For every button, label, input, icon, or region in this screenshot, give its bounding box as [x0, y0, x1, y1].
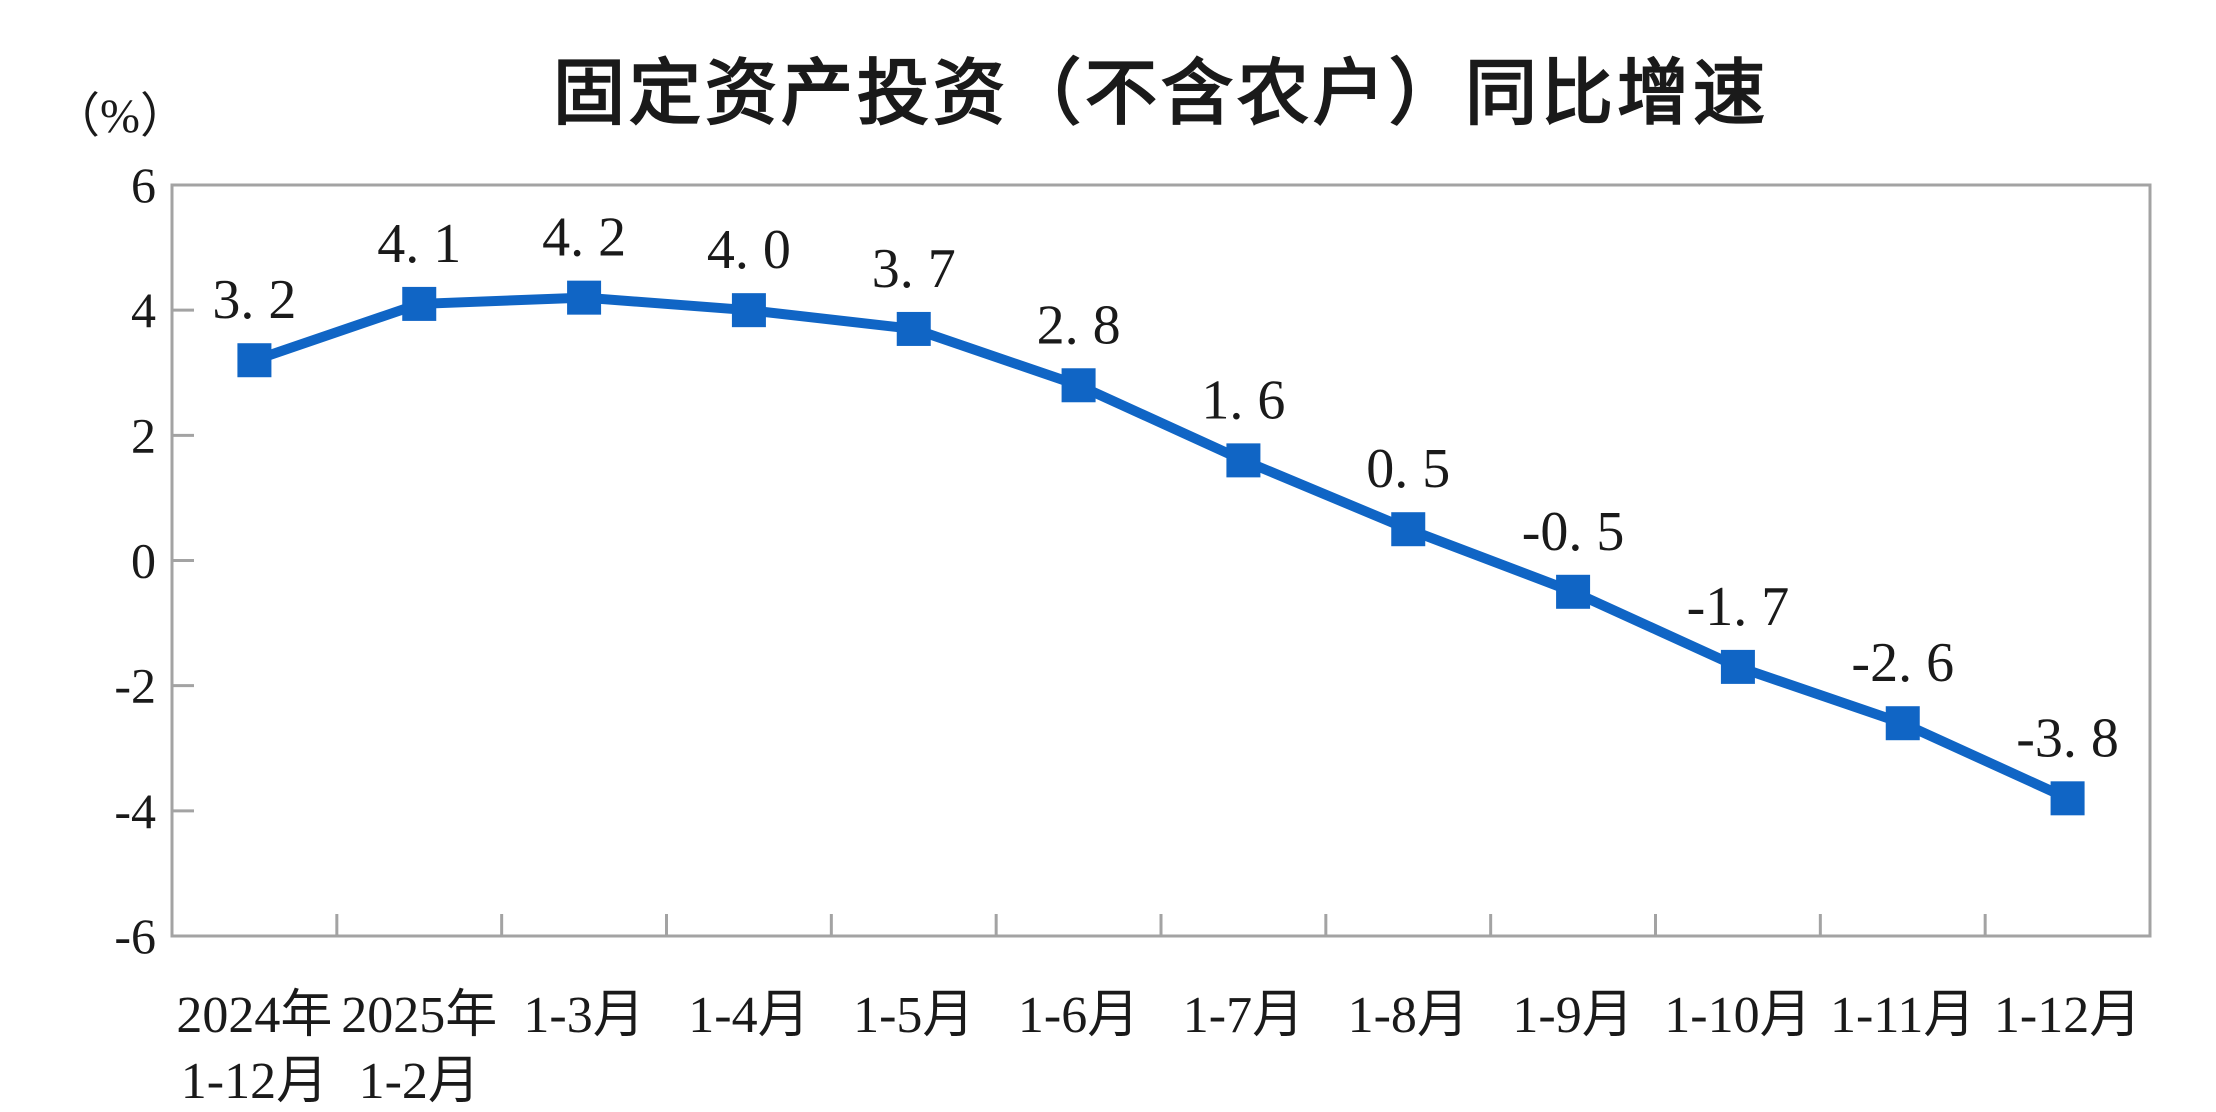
chart-title: 固定资产投资（不含农户）同比增速: [552, 54, 1769, 134]
data-point-label: 3. 2: [212, 269, 296, 331]
data-point-label: 1. 6: [1201, 369, 1285, 431]
data-point-marker: [2050, 781, 2085, 816]
data-point-marker: [1391, 512, 1426, 547]
x-tick-label: 1-2月: [359, 1053, 480, 1110]
data-point-label: 2. 8: [1037, 294, 1121, 356]
data-point-label: 0. 5: [1366, 438, 1450, 500]
x-tick-label: 1-4月: [688, 987, 809, 1044]
data-point-label: -1. 7: [1687, 576, 1790, 638]
x-tick-label: 1-7月: [1183, 987, 1304, 1044]
data-point-label: 4. 1: [377, 213, 461, 275]
x-tick-label: 1-11月: [1830, 987, 1975, 1044]
y-tick-label: -4: [114, 783, 156, 839]
x-tick-label: 1-5月: [853, 987, 974, 1044]
data-point-marker: [1226, 443, 1261, 478]
data-point-marker: [896, 311, 931, 346]
data-point-marker: [1885, 706, 1920, 741]
data-point-label: 3. 7: [872, 238, 956, 300]
data-point-marker: [1720, 649, 1755, 684]
data-point-label: 4. 0: [707, 219, 791, 281]
data-point-marker: [1556, 574, 1591, 609]
y-tick-label: 4: [131, 282, 156, 338]
data-point-label: -3. 8: [2016, 707, 2119, 769]
data-point-marker: [567, 280, 602, 315]
y-axis-unit-label: （%）: [52, 90, 188, 143]
data-point-marker: [731, 293, 766, 328]
data-line: [252, 292, 2070, 803]
x-tick-label: 1-10月: [1664, 987, 1811, 1044]
y-tick-label: -6: [114, 908, 156, 964]
y-tick-label: 0: [131, 533, 156, 589]
x-tick-label: 1-12月: [1994, 987, 2141, 1044]
x-tick-label: 1-9月: [1512, 987, 1633, 1044]
y-tick-label: -2: [114, 658, 156, 714]
data-point-marker: [402, 286, 437, 321]
data-point-label: 4. 2: [542, 207, 626, 269]
x-tick-label: 1-12月: [181, 1053, 328, 1110]
data-point-marker: [1061, 368, 1096, 403]
y-tick-label: 6: [131, 157, 156, 213]
x-tick-label: 1-3月: [523, 987, 644, 1044]
y-tick-label: 2: [131, 407, 156, 463]
data-point-marker: [237, 343, 272, 378]
x-tick-label: 2024年: [176, 987, 332, 1044]
x-tick-label: 1-8月: [1348, 987, 1469, 1044]
data-point-label: -2. 6: [1851, 632, 1954, 694]
x-tick-label: 1-6月: [1018, 987, 1139, 1044]
data-point-label: -0. 5: [1522, 501, 1625, 563]
x-tick-label: 2025年: [341, 987, 497, 1044]
